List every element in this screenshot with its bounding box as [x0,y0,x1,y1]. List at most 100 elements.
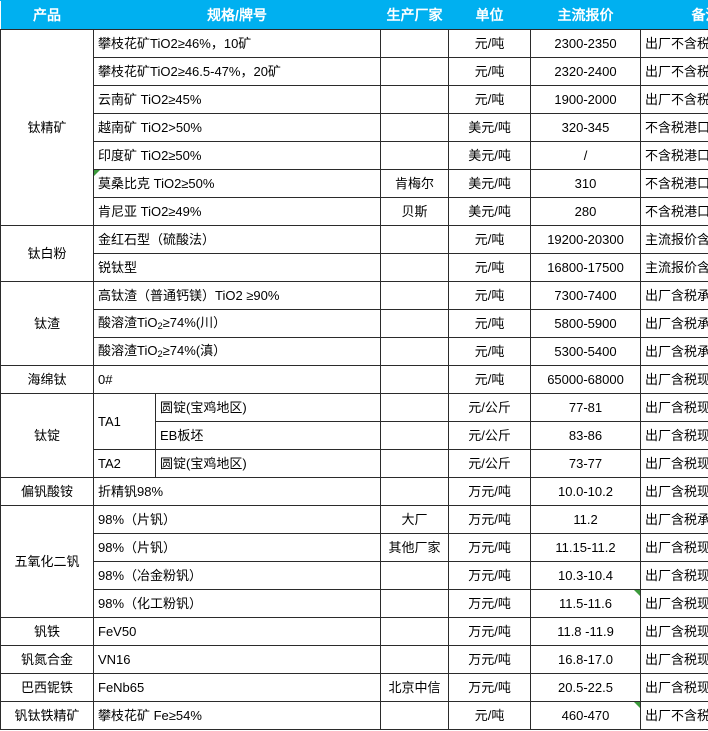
spec-cell: 圆锭(宝鸡地区) [154,449,382,478]
maker-cell [380,141,450,170]
price-cell: 2300-2350 [530,29,642,58]
price-cell: 310 [530,169,642,198]
column-header-product: 产品 [0,0,94,30]
unit-cell: 元/吨 [448,701,532,730]
product-name-cell: 海绵钛 [0,365,94,394]
unit-cell: 万元/吨 [448,645,532,674]
note-cell: 出厂不含税承兑价 [640,85,708,114]
unit-cell: 元/吨 [448,225,532,254]
price-cell: 16.8-17.0 [530,645,642,674]
maker-cell [380,589,450,618]
price-cell: 280 [530,197,642,226]
spec-cell: 肯尼亚 TiO2≥49% [92,197,382,226]
spec-cell: 云南矿 TiO2≥45% [92,85,382,114]
spec-cell: FeNb65 [92,673,382,702]
maker-cell [380,57,450,86]
note-cell: 出厂含税现金价 [640,645,708,674]
spec-cell: 莫桑比克 TiO2≥50% [92,169,382,198]
maker-cell: 北京中信 [380,673,450,702]
unit-cell: 万元/吨 [448,477,532,506]
spec-cell: 越南矿 TiO2>50% [92,113,382,142]
table-row: 98%（冶金粉钒） 万元/吨10.3-10.4出厂含税现金价 [1,561,708,590]
maker-cell [380,617,450,646]
table-body: 钛精矿攀枝花矿TiO2≥46%，10矿元/吨2300-2350出厂不含税现金价攀… [0,29,708,730]
spec-cell: EB板坯 [154,421,382,450]
maker-cell [380,113,450,142]
spec-cell: FeV50 [92,617,382,646]
spec-cell: 攀枝花矿 Fe≥54% [92,701,382,730]
spec-cell: 高钛渣（普通钙镁）TiO2 ≥90% [92,281,382,310]
spec-cell: 金红石型（硫酸法） [92,225,382,254]
unit-cell: 万元/吨 [448,589,532,618]
note-cell: 出厂含税承兑价 [640,281,708,310]
maker-cell [380,85,450,114]
unit-cell: 元/吨 [448,85,532,114]
table-row: 攀枝花矿TiO2≥46.5-47%，20矿 元/吨2320-2400出厂不含税承兑… [1,57,708,86]
spec-cell: 酸溶渣TiO2≥74%(川） [92,309,382,338]
price-cell: 1900-2000 [530,85,642,114]
maker-cell [380,337,450,366]
spec-cell: 98%（片钒） [92,505,382,534]
note-cell: 不含税港口交货 [640,113,708,142]
unit-cell: 万元/吨 [448,617,532,646]
price-cell: 10.3-10.4 [530,561,642,590]
price-cell: / [530,141,642,170]
unit-cell: 美元/吨 [448,113,532,142]
product-name-cell: 巴西铌铁 [0,673,94,702]
spec-cell: 折精钒98% [92,477,382,506]
unit-cell: 美元/吨 [448,197,532,226]
header-row: 产品 规格/牌号 生产厂家 单位 主流报价 备注 [0,0,708,30]
price-cell: 83-86 [530,421,642,450]
spec-cell: 攀枝花矿TiO2≥46.5-47%，20矿 [92,57,382,86]
product-name-cell: 钛锭 [0,393,94,478]
maker-cell: 贝斯 [380,197,450,226]
cell-comment-marker-icon [94,170,100,176]
note-cell: 出厂含税现金价 [640,533,708,562]
unit-cell: 元/吨 [448,281,532,310]
note-cell: 出厂含税现金价 [640,365,708,394]
spec-cell: 98%（片钒） [92,533,382,562]
maker-cell [380,449,450,478]
cell-comment-marker-icon [634,590,640,596]
price-cell: 20.5-22.5 [530,673,642,702]
price-cell: 7300-7400 [530,281,642,310]
note-cell: 出厂含税现金价 [640,589,708,618]
column-header-spec: 规格/牌号 [92,0,382,30]
maker-cell [380,281,450,310]
price-cell: 10.0-10.2 [530,477,642,506]
spec-cell: 锐钛型 [92,253,382,282]
maker-cell [380,701,450,730]
price-cell: 11.15-11.2 [530,533,642,562]
spec-cell: 98%（冶金粉钒） [92,561,382,590]
note-cell: 出厂含税现金价 [640,561,708,590]
note-cell: 主流报价含税承兑价 [640,253,708,282]
note-cell: 主流报价含税承兑价 [640,225,708,254]
spec-cell: 0# [92,365,382,394]
price-cell: 2320-2400 [530,57,642,86]
grade-cell: TA1 [93,393,156,450]
price-cell: 11.8 -11.9 [530,617,642,646]
unit-cell: 万元/吨 [448,673,532,702]
maker-cell [380,225,450,254]
note-cell: 出厂含税现金价 [640,477,708,506]
column-header-price: 主流报价 [530,0,642,30]
maker-cell [380,393,450,422]
unit-cell: 元/吨 [448,253,532,282]
price-cell: 77-81 [530,393,642,422]
product-name-cell: 钒铁 [0,617,94,646]
unit-cell: 元/吨 [448,29,532,58]
maker-cell: 肯梅尔 [380,169,450,198]
column-header-unit: 单位 [448,0,532,30]
price-cell: 320-345 [530,113,642,142]
maker-cell [380,477,450,506]
product-name-cell: 钛渣 [0,281,94,366]
